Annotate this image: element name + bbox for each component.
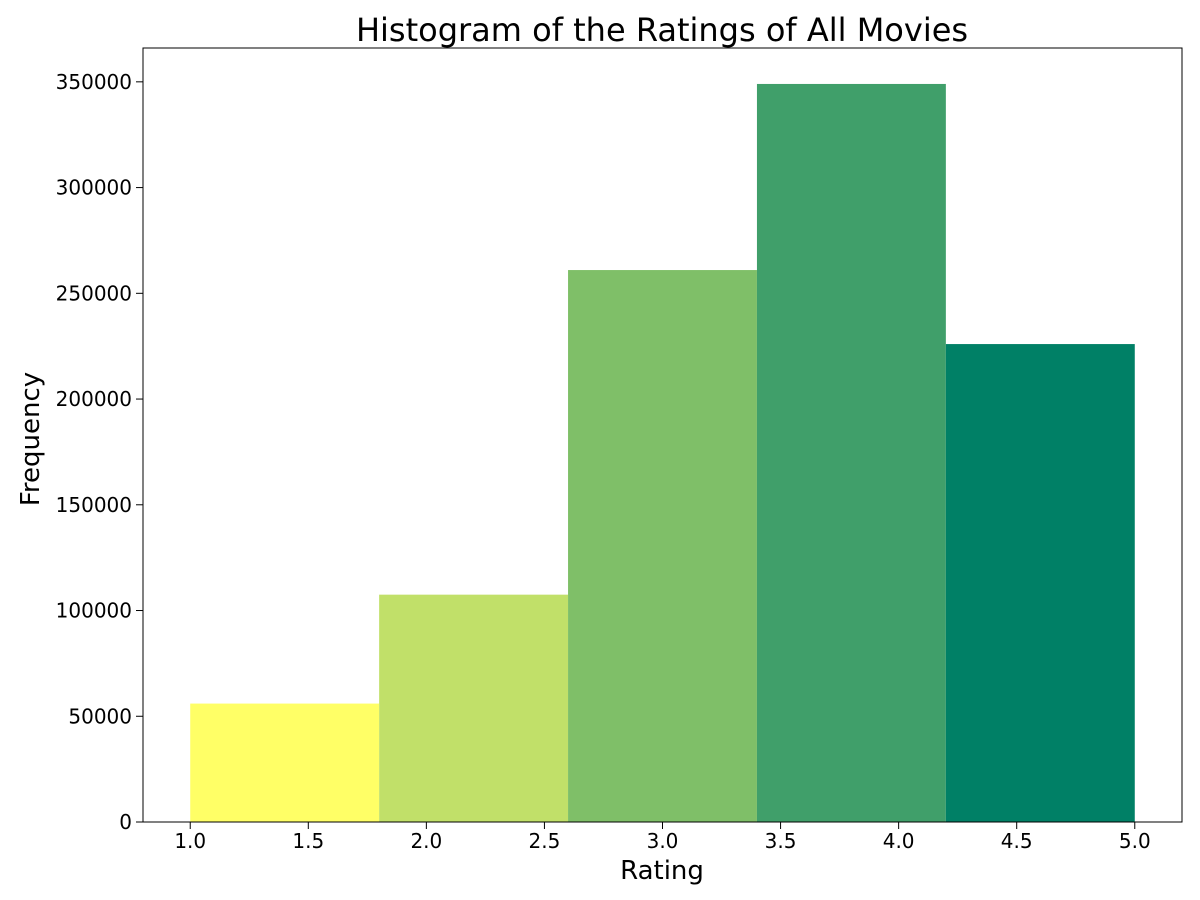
x-tick-label: 5.0: [1119, 829, 1151, 853]
x-axis-ticks: 1.0 1.5 2.0 2.5 3.0 3.5 4.0 4.5 5.0: [174, 822, 1151, 853]
x-tick-label: 2.0: [410, 829, 442, 853]
y-tick-label: 200000: [56, 387, 132, 411]
y-axis-label: Frequency: [16, 372, 46, 506]
histogram-bar-3: [568, 270, 757, 822]
y-tick-label: 50000: [68, 704, 132, 728]
x-tick-label: 1.5: [292, 829, 324, 853]
histogram-bar-4: [756, 83, 946, 823]
y-tick-label: 300000: [56, 176, 132, 200]
y-tick-label: 350000: [56, 70, 132, 94]
histogram-bar-5: [945, 344, 1135, 822]
x-tick-label: 3.5: [765, 829, 797, 853]
x-tick-label: 4.5: [1001, 829, 1033, 853]
y-tick-label: 0: [119, 810, 132, 834]
x-tick-label: 1.0: [174, 829, 206, 853]
chart-title: Histogram of the Ratings of All Movies: [356, 11, 968, 49]
histogram-bar-2: [379, 594, 569, 822]
bars-group: [190, 83, 1135, 823]
y-axis-ticks: 0 50000 100000 150000 200000 250000 300000 3500…: [56, 70, 143, 834]
x-axis-label: Rating: [620, 856, 704, 886]
x-tick-label: 2.5: [529, 829, 561, 853]
x-tick-label: 4.0: [883, 829, 915, 853]
histogram-bar-1: [190, 703, 380, 822]
y-tick-label: 100000: [56, 599, 132, 623]
x-tick-label: 3.0: [647, 829, 679, 853]
y-tick-label: 150000: [56, 493, 132, 517]
y-tick-label: 250000: [56, 281, 132, 305]
